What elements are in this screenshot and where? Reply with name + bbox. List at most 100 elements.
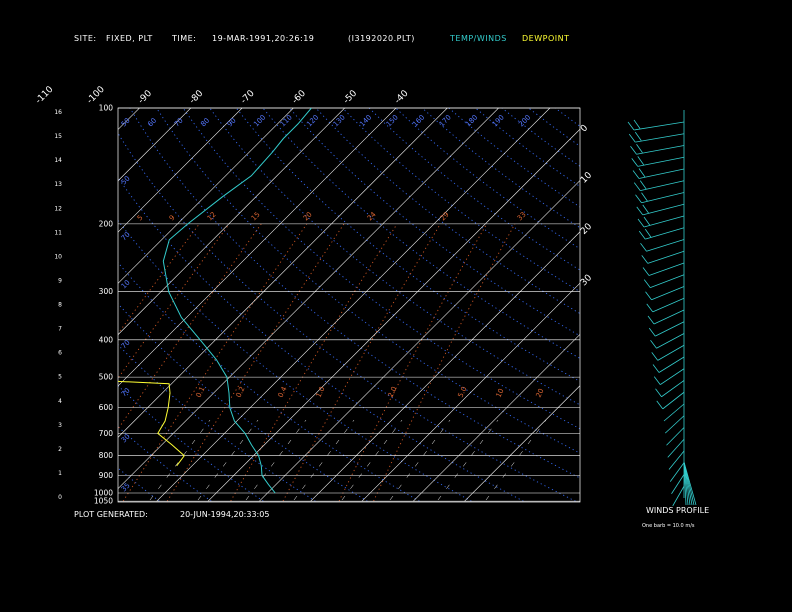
wind-barb-feather <box>637 218 645 228</box>
dry-adiabat-line <box>118 426 212 502</box>
wind-barb <box>661 380 685 398</box>
wind-barb <box>648 262 685 276</box>
wind-barb <box>658 356 685 373</box>
dry-adiabat-line <box>315 108 580 315</box>
wind-barb <box>656 333 685 349</box>
dry-adiabat-line <box>235 108 580 382</box>
isotherm-line <box>118 108 499 489</box>
pressure-tick-label: 400 <box>99 335 114 344</box>
wind-barb-feather <box>636 206 644 216</box>
dry-adiabat-line <box>395 108 580 250</box>
legend-temp-winds: TEMP/WINDS <box>450 34 507 43</box>
wind-barb-feather <box>634 131 642 141</box>
temperature-line <box>162 108 312 494</box>
theta-label: 140 <box>358 113 373 128</box>
mixing-ratio-line <box>118 223 262 430</box>
isotherm-line <box>118 108 243 233</box>
mixing-ratio-label-lower: 0.2 <box>235 385 247 398</box>
wind-barb <box>671 474 685 494</box>
wind-barb <box>672 486 685 507</box>
plot-border <box>117 107 581 503</box>
moist-adiabat-line <box>197 419 259 501</box>
moist-adiabat-line <box>437 419 499 501</box>
height-tick-label: 15 <box>54 133 62 140</box>
mixing-ratio-label-upper: 9 <box>168 214 177 223</box>
mixing-ratio-label-lower: 2.0 <box>387 385 399 398</box>
wind-barb <box>662 391 685 410</box>
wind-barb <box>667 438 685 458</box>
pressure-tick-label: 100 <box>99 104 114 113</box>
wind-barb-feather <box>643 279 651 288</box>
mixing-ratio-label-lower: 0.1 <box>195 385 207 398</box>
mixing-ratio-label-lower: 20 <box>535 387 546 398</box>
winds-profile-label: WINDS PROFILE <box>646 506 710 515</box>
isotherm-line <box>0 108 37 501</box>
wind-barb <box>635 133 685 143</box>
moist-adiabat-line <box>293 419 355 501</box>
wind-barb <box>643 215 685 228</box>
mixing-ratio-label-upper: 33 <box>516 210 528 222</box>
wind-barb-feather <box>635 194 642 203</box>
isotherm-right-label: 20 <box>579 222 594 237</box>
wind-barb-feather <box>638 168 646 178</box>
theta-label: 120 <box>305 113 320 128</box>
plot-generated-value: 20-JUN-1994,20:33:05 <box>180 510 270 519</box>
site-label: SITE: <box>74 34 97 43</box>
wind-barb <box>652 297 685 313</box>
wind-barb <box>663 403 685 422</box>
mixing-ratio-line <box>338 223 488 502</box>
mixing-ratio-lines <box>118 223 516 502</box>
wind-barb-feather <box>633 119 641 129</box>
height-tick-label: 6 <box>58 350 62 357</box>
mixing-ratio-label-upper: 24 <box>366 210 378 222</box>
isotherm-right-label: 0 <box>579 123 590 134</box>
wind-barb-feather <box>642 204 650 214</box>
wind-barb <box>664 415 685 434</box>
mixing-ratio-line <box>166 223 345 502</box>
mixing-ratio-line <box>122 223 308 502</box>
theta-edge-label: 50 <box>120 174 132 186</box>
wind-barb <box>633 121 685 131</box>
isotherm-line <box>118 108 191 182</box>
height-tick-label: 11 <box>54 229 62 236</box>
dry-adiabat-line <box>528 108 580 147</box>
theta-edge-label: 70 <box>120 230 132 242</box>
theta-label: 100 <box>252 113 267 128</box>
wind-barb-feather <box>643 216 651 226</box>
height-tick-label: 10 <box>54 253 62 260</box>
wind-barb <box>651 286 685 301</box>
isotherm-right-label: 10 <box>579 170 594 185</box>
wind-barb-feather <box>651 352 659 361</box>
height-tick-label: 12 <box>54 205 62 212</box>
moist-adiabat-line <box>485 419 547 501</box>
height-tick-label: 1 <box>58 470 62 477</box>
isotherm-line <box>207 128 580 502</box>
pressure-tick-label: 300 <box>99 287 114 296</box>
isotherm-line <box>118 108 345 336</box>
wind-barb <box>653 309 685 325</box>
isotherm-right-label: 30 <box>579 273 594 288</box>
dry-adiabats <box>118 108 792 502</box>
pressure-tick-label: 800 <box>99 451 114 460</box>
wind-barb-feather <box>631 158 639 167</box>
wind-barb-feather <box>639 180 647 190</box>
theta-label: 160 <box>411 113 426 128</box>
dry-adiabat-line <box>582 108 792 501</box>
wind-barb-feather <box>638 230 646 240</box>
plot-frame <box>117 107 581 503</box>
wind-barb <box>636 145 685 155</box>
wind-barb-feather <box>637 156 645 166</box>
pressure-tick-label: 600 <box>99 403 114 412</box>
mixing-ratio-line <box>118 223 230 380</box>
wind-barb-feather <box>627 121 635 131</box>
legend-dewpoint: DEWPOINT <box>522 34 570 43</box>
mixing-ratio-line <box>282 223 441 502</box>
isotherm-line <box>361 282 580 502</box>
dry-adiabat-line <box>118 261 420 502</box>
isotherm-line <box>310 231 580 502</box>
theta-label: 110 <box>279 113 294 128</box>
mixing-ratio-label-upper: 15 <box>250 210 262 222</box>
theta-label: 50 <box>120 116 132 128</box>
barb-note: One barb = 10.0 m/s <box>642 523 695 529</box>
isotherm-line <box>413 334 580 502</box>
